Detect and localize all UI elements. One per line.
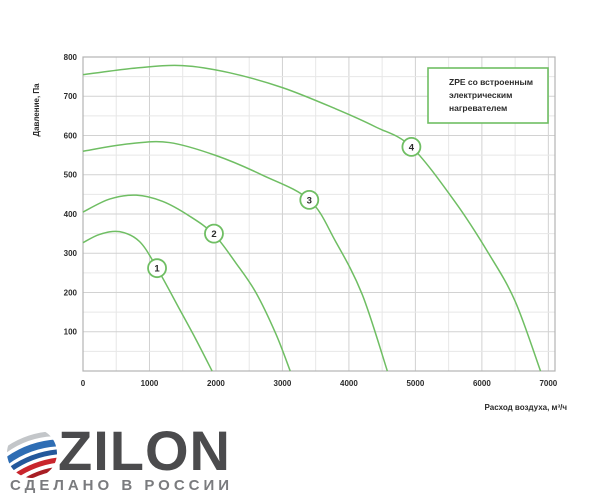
y-tick-label: 300: [64, 249, 78, 258]
x-tick-label: 2000: [207, 379, 225, 388]
brand-logo-text: ZILON: [58, 419, 231, 482]
chart-legend-line: ZPE со встроенным: [449, 77, 533, 87]
y-tick-label: 600: [64, 131, 78, 140]
y-tick-label: 400: [64, 210, 78, 219]
y-tick-label: 700: [64, 92, 78, 101]
y-tick-label: 500: [64, 171, 78, 180]
x-tick-label: 1000: [141, 379, 159, 388]
curve-marker-4: [401, 136, 422, 157]
zilon-logo: ZILON СДЕЛАНО В РОССИИ: [0, 422, 300, 500]
plot-border: [82, 56, 556, 372]
fan-performance-chart: 1 2 3 4 ZPE со встроенным электрическим нагрев…: [32, 53, 568, 412]
curve-marker-1: [147, 258, 167, 279]
fan-curve-2: [82, 194, 291, 372]
x-tick-label: 3000: [274, 379, 292, 388]
curve-marker-3: [299, 189, 320, 210]
x-tick-label: 5000: [406, 379, 424, 388]
x-tick-label: 4000: [340, 379, 358, 388]
y-axis-title: Давление, Па: [32, 83, 41, 137]
y-tick-label: 800: [64, 53, 78, 62]
zilon-globe-icon: [6, 428, 58, 479]
logo-tagline: СДЕЛАНО В РОССИИ: [10, 477, 234, 494]
chart-legend-box: [427, 67, 549, 124]
curve-marker-label-4: 4: [409, 142, 415, 153]
fan-curve-4: [82, 64, 542, 372]
y-tick-label: 200: [64, 288, 78, 297]
y-tick-label: 100: [64, 328, 78, 337]
curve-marker-label-2: 2: [211, 229, 216, 240]
x-tick-label: 6000: [473, 379, 491, 388]
chart-legend-line: нагревателем: [449, 103, 507, 113]
fan-curve-3: [82, 140, 389, 372]
curve-marker-label-1: 1: [154, 264, 160, 275]
x-tick-label: 7000: [539, 379, 557, 388]
curve-marker-2: [204, 223, 224, 244]
curve-marker-label-3: 3: [307, 195, 312, 206]
fan-curve-1: [82, 230, 213, 372]
x-tick-label: 0: [81, 379, 86, 388]
x-axis-title: Расход воздуха, м³/ч: [485, 403, 568, 412]
chart-legend-line: электрическим: [449, 90, 512, 100]
